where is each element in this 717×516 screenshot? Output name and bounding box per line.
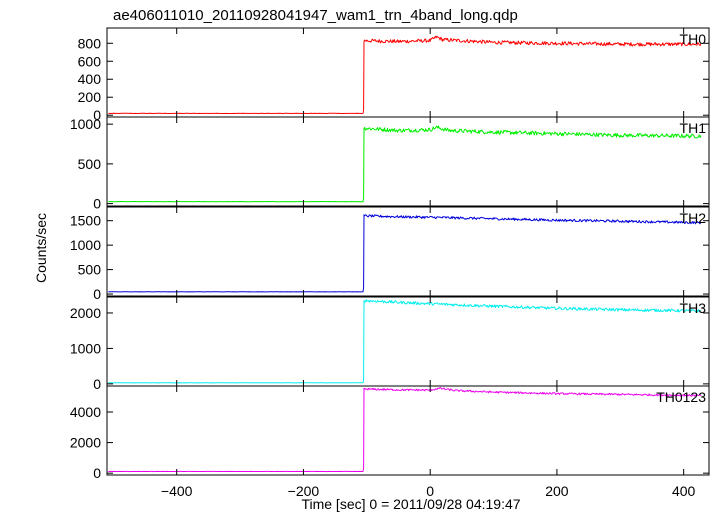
y-tick-label: 0 xyxy=(93,465,101,481)
panel-label: TH1 xyxy=(680,120,707,136)
y-tick-label: 2000 xyxy=(70,435,101,451)
y-tick-label: 0 xyxy=(93,286,101,302)
series-line-th3 xyxy=(108,299,701,384)
panel-frame xyxy=(106,206,710,297)
series-line-th1 xyxy=(108,125,702,203)
chart-title: ae406011010_20110928041947_wam1_trn_4ban… xyxy=(113,7,518,24)
y-tick-label: 0 xyxy=(93,376,101,392)
x-axis-label: Time [sec] 0 = 2011/09/28 04:19:47 xyxy=(301,496,520,512)
panel-label: TH2 xyxy=(680,210,707,226)
x-tick-label: −400 xyxy=(161,483,193,499)
y-tick-label: 2000 xyxy=(70,305,101,321)
y-axis-label: Counts/sec xyxy=(33,213,49,283)
y-tick-label: 500 xyxy=(78,156,102,172)
x-tick-label: 200 xyxy=(545,483,569,499)
panel-frame xyxy=(106,385,710,476)
y-tick-label: 200 xyxy=(78,89,102,105)
y-tick-label: 1500 xyxy=(70,213,101,229)
panels-group: 0 200 400 600 800 TH0 0 500 1000 TH1 0 500 1000 1500 T… xyxy=(70,27,710,499)
x-tick-label: 0 xyxy=(426,483,434,499)
y-tick-label: 0 xyxy=(93,107,101,123)
panel-th3: 0 1000 2000 TH3 xyxy=(70,296,710,392)
x-tick-label: 400 xyxy=(672,483,696,499)
panel-frame xyxy=(106,116,710,207)
x-tick-label: −200 xyxy=(288,483,320,499)
series-line-th0123 xyxy=(108,387,702,473)
panel-th1: 0 500 1000 TH1 xyxy=(70,116,710,212)
y-tick-label: 1000 xyxy=(70,116,101,132)
y-tick-label: 400 xyxy=(78,71,102,87)
y-tick-label: 1000 xyxy=(70,340,101,356)
y-tick-label: 4000 xyxy=(70,404,101,420)
y-tick-label: 0 xyxy=(93,196,101,212)
y-tick-label: 800 xyxy=(78,35,102,51)
series-line-th2 xyxy=(108,214,702,293)
y-tick-label: 1000 xyxy=(70,237,101,253)
y-tick-label: 500 xyxy=(78,262,102,278)
series-line-th0 xyxy=(108,35,702,114)
y-tick-label: 600 xyxy=(78,53,102,69)
panel-th2: 0 500 1000 1500 TH2 xyxy=(70,206,710,302)
panel-label: TH0 xyxy=(680,31,707,47)
panel-th0: 0 200 400 600 800 TH0 xyxy=(78,27,710,123)
panel-th0123: 0 2000 4000 TH0123 xyxy=(70,385,710,481)
panel-label: TH3 xyxy=(680,300,707,316)
panel-label: TH0123 xyxy=(656,389,706,405)
